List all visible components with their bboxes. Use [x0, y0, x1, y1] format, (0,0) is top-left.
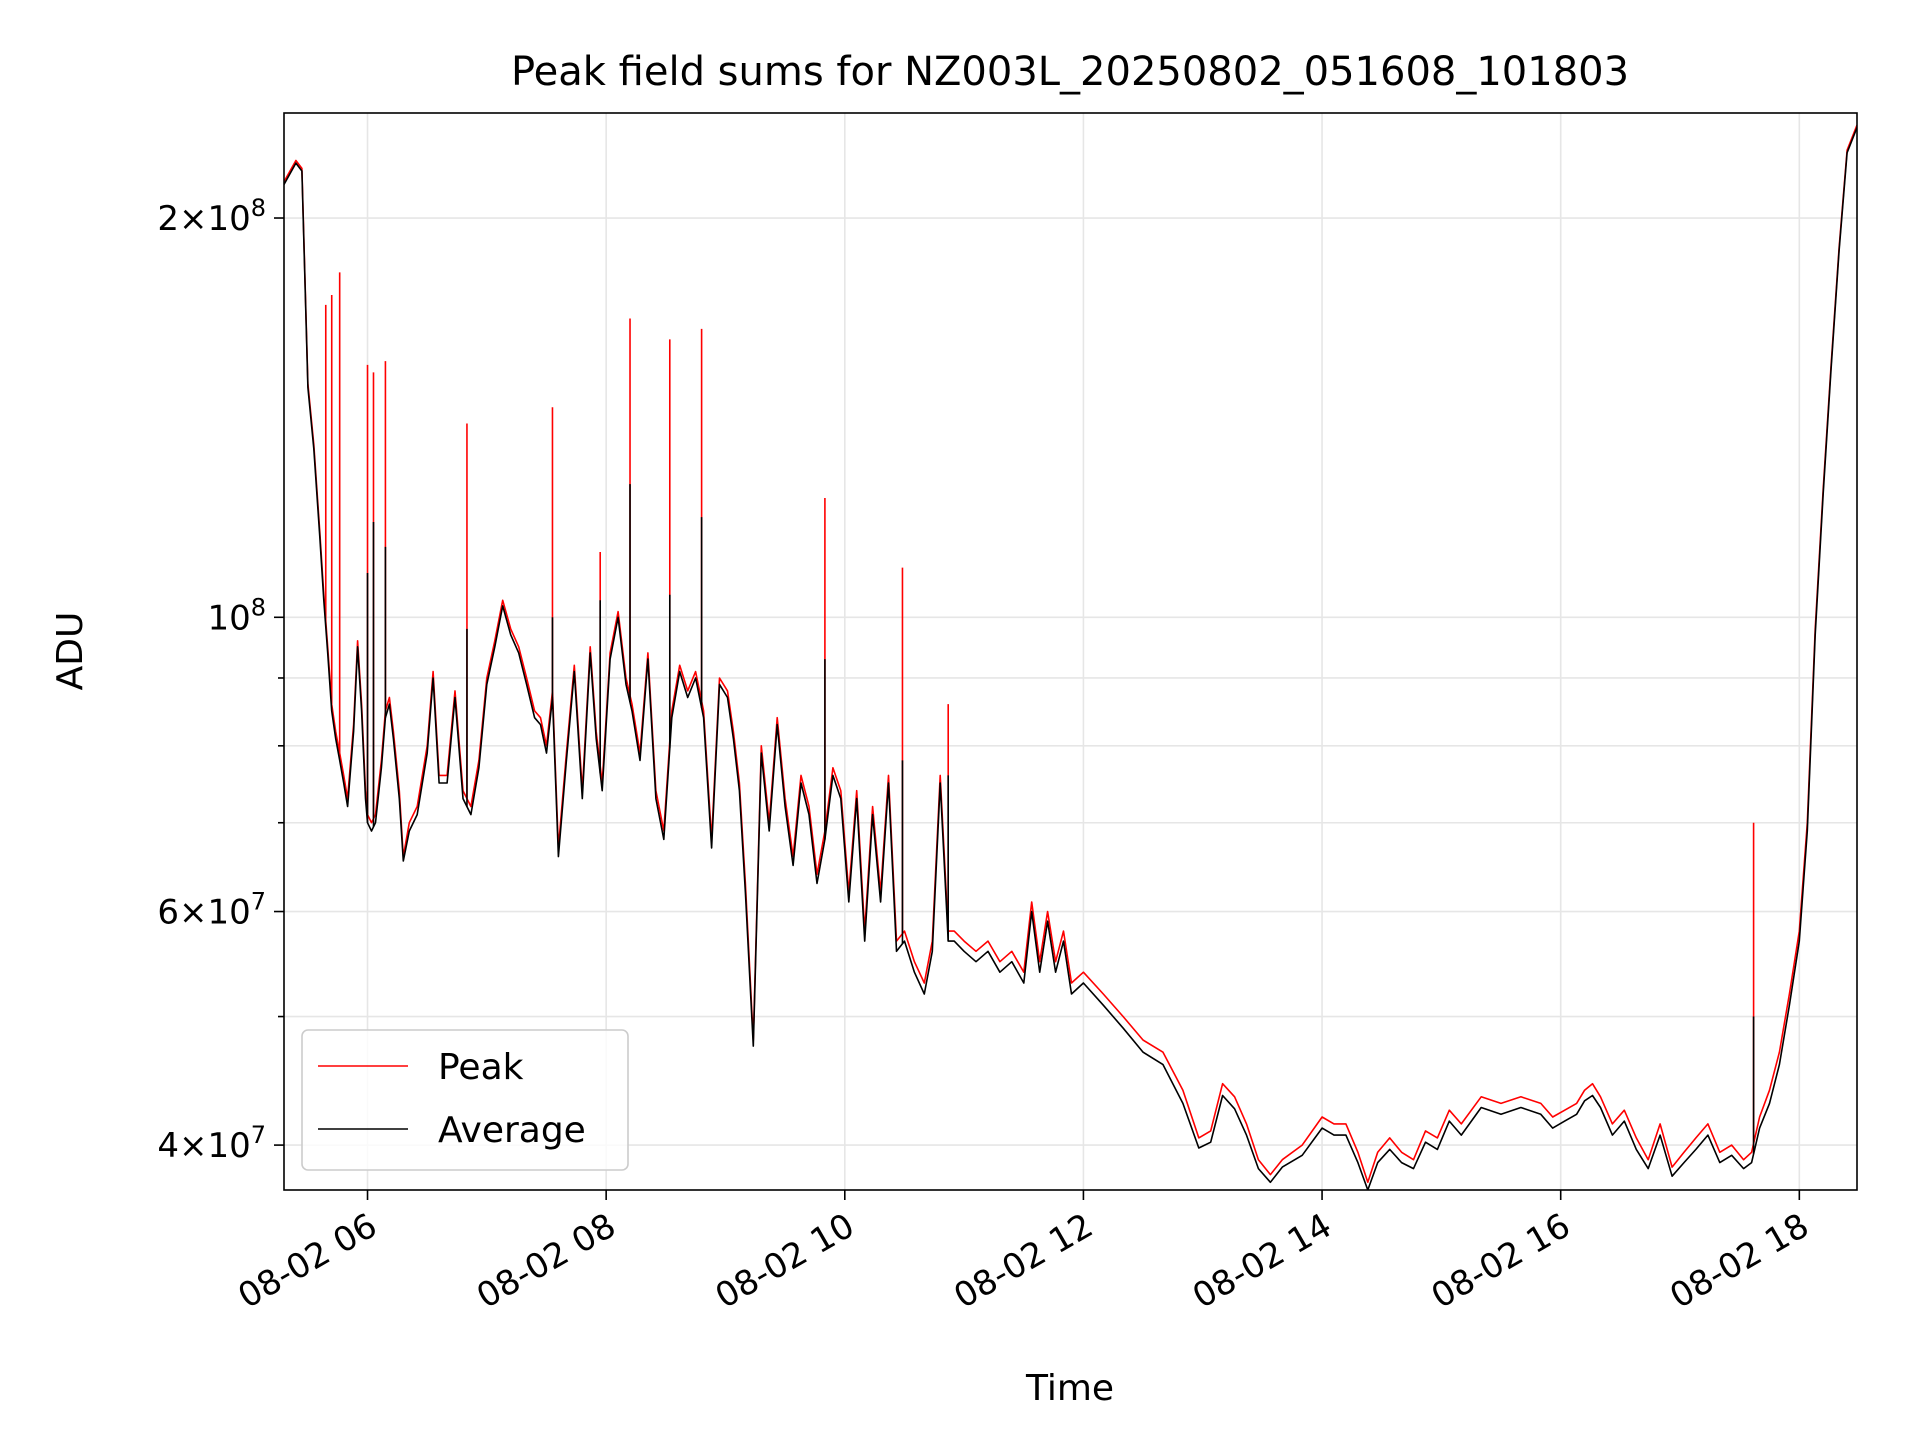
chart-title: Peak field sums for NZ003L_20250802_0516…	[511, 49, 1629, 95]
y-tick-label: 2×108	[157, 194, 266, 239]
legend: Peak Average	[301, 1029, 629, 1171]
grid	[284, 113, 1857, 1190]
series-group	[284, 124, 1857, 1190]
plot-area-frame	[283, 112, 1858, 1191]
y-tick-label: 6×107	[157, 888, 266, 933]
x-axis-label: Time	[1025, 1368, 1114, 1409]
legend-label-peak: Peak	[438, 1047, 524, 1088]
legend-label-average: Average	[438, 1110, 586, 1151]
y-tick-label: 108	[207, 593, 266, 638]
series-lines	[284, 124, 1857, 1190]
series-line-average	[284, 127, 1857, 1190]
legend-box	[301, 1029, 629, 1171]
y-tick-label: 4×107	[157, 1121, 266, 1166]
y-axis-label: ADU	[50, 612, 91, 691]
